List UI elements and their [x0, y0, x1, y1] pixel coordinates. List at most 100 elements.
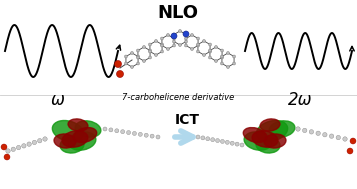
Circle shape [11, 147, 15, 152]
Circle shape [150, 134, 154, 138]
Circle shape [43, 137, 47, 141]
Circle shape [109, 128, 113, 132]
Circle shape [172, 40, 175, 43]
Circle shape [221, 49, 223, 52]
Ellipse shape [260, 119, 280, 131]
Circle shape [220, 139, 225, 143]
Ellipse shape [252, 131, 278, 147]
Circle shape [196, 50, 200, 53]
Circle shape [178, 29, 181, 33]
Circle shape [161, 43, 164, 46]
Ellipse shape [256, 121, 288, 142]
Circle shape [330, 134, 334, 138]
Circle shape [225, 140, 229, 144]
Circle shape [350, 138, 356, 144]
Circle shape [160, 37, 164, 40]
Circle shape [125, 62, 127, 65]
Circle shape [196, 135, 200, 139]
Circle shape [191, 47, 193, 50]
Circle shape [142, 46, 146, 49]
Circle shape [4, 154, 10, 160]
Circle shape [220, 55, 223, 58]
Circle shape [201, 136, 205, 140]
Ellipse shape [62, 131, 88, 147]
Circle shape [202, 53, 206, 57]
Circle shape [121, 130, 125, 134]
Circle shape [215, 60, 217, 63]
Circle shape [142, 60, 146, 63]
Circle shape [226, 51, 230, 54]
Circle shape [125, 55, 127, 58]
Text: NLO: NLO [157, 4, 198, 22]
Circle shape [132, 131, 136, 136]
Ellipse shape [256, 137, 280, 153]
Circle shape [126, 131, 131, 135]
Circle shape [240, 143, 244, 147]
Circle shape [172, 37, 176, 40]
Circle shape [144, 133, 148, 137]
Circle shape [149, 49, 152, 52]
Ellipse shape [68, 119, 88, 131]
Ellipse shape [264, 134, 286, 148]
Circle shape [221, 56, 223, 59]
Circle shape [323, 132, 327, 137]
Ellipse shape [244, 132, 272, 150]
Circle shape [160, 44, 164, 47]
Circle shape [156, 135, 160, 139]
Circle shape [309, 130, 314, 134]
Circle shape [155, 53, 157, 57]
Circle shape [172, 44, 176, 47]
Circle shape [208, 49, 211, 52]
Circle shape [208, 56, 211, 59]
Circle shape [197, 44, 200, 47]
Ellipse shape [68, 132, 96, 150]
Ellipse shape [54, 134, 76, 148]
Circle shape [6, 149, 10, 153]
Circle shape [197, 37, 200, 40]
Circle shape [235, 142, 239, 146]
Circle shape [191, 33, 193, 36]
Circle shape [220, 62, 223, 65]
Circle shape [211, 138, 215, 142]
Circle shape [16, 145, 21, 150]
Circle shape [155, 40, 157, 43]
Circle shape [103, 127, 107, 131]
Circle shape [185, 33, 187, 36]
Circle shape [232, 55, 236, 58]
Circle shape [116, 70, 124, 77]
Circle shape [208, 43, 212, 46]
Circle shape [232, 62, 236, 65]
Circle shape [185, 40, 187, 43]
Ellipse shape [243, 128, 267, 143]
Circle shape [230, 141, 234, 145]
Circle shape [138, 132, 142, 136]
Circle shape [302, 128, 307, 133]
Circle shape [136, 49, 140, 52]
Circle shape [336, 135, 341, 140]
Circle shape [137, 62, 140, 65]
Ellipse shape [52, 121, 84, 142]
Circle shape [131, 66, 134, 68]
Circle shape [137, 55, 140, 58]
Circle shape [208, 50, 212, 53]
Circle shape [216, 139, 220, 143]
Circle shape [149, 50, 151, 53]
Circle shape [183, 31, 189, 37]
Text: 2ω: 2ω [288, 91, 312, 109]
Circle shape [22, 144, 26, 148]
Circle shape [316, 131, 320, 136]
Circle shape [32, 140, 37, 145]
Circle shape [166, 47, 170, 50]
Circle shape [161, 50, 164, 53]
Circle shape [115, 60, 121, 67]
Circle shape [136, 56, 140, 59]
Ellipse shape [60, 137, 84, 153]
Circle shape [1, 144, 7, 150]
Text: ω: ω [51, 91, 65, 109]
Circle shape [226, 66, 230, 68]
Ellipse shape [73, 128, 97, 143]
Text: 7-carbohelicene derivative: 7-carbohelicene derivative [122, 93, 234, 102]
Ellipse shape [269, 121, 295, 137]
Circle shape [171, 33, 177, 39]
Circle shape [178, 43, 181, 46]
